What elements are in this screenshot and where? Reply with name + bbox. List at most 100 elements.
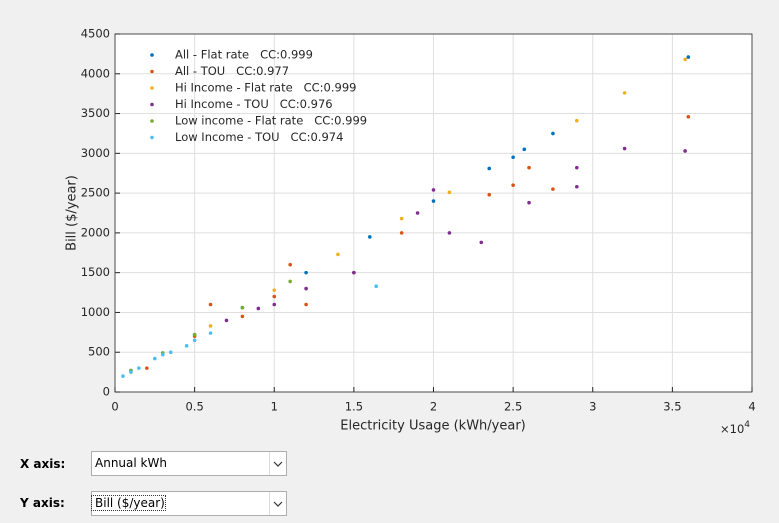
data-point <box>168 350 173 355</box>
data-point <box>208 302 213 307</box>
legend-marker <box>150 119 154 123</box>
data-point <box>575 184 579 189</box>
y-tick-label: 3500 <box>81 106 110 120</box>
data-point <box>304 270 308 275</box>
data-point <box>272 294 277 299</box>
data-point <box>415 211 420 215</box>
data-point <box>160 352 165 357</box>
x-tick-label: 3 <box>589 400 596 414</box>
y-tick-label: 0 <box>103 385 110 399</box>
data-point <box>288 262 292 267</box>
x-tick-label: 1 <box>271 400 278 414</box>
chevron <box>269 492 283 515</box>
x-tick-label: 3.5 <box>663 400 681 414</box>
legend-marker <box>150 53 154 57</box>
data-point <box>511 183 515 187</box>
data-point <box>683 149 687 153</box>
dropdown[interactable]: Bill ($/year) <box>91 491 287 516</box>
data-point <box>137 366 141 370</box>
data-point <box>522 147 527 152</box>
data-point <box>304 302 308 307</box>
legend-label: Low Income - TOU CC:0.974 <box>175 130 343 144</box>
y-tick-label: 2000 <box>81 225 110 239</box>
data-point <box>622 91 627 95</box>
data-point <box>527 200 531 205</box>
data-point <box>288 279 292 284</box>
y-tick-label: 4500 <box>81 27 110 41</box>
data-point <box>240 314 245 319</box>
chevron <box>269 452 283 475</box>
y-tick-label: 500 <box>88 345 110 359</box>
data-point <box>575 118 579 123</box>
data-point <box>129 370 133 374</box>
control-label: X axis: <box>20 457 66 471</box>
data-point <box>224 318 229 323</box>
x-axis-label: Electricity Usage (kWh/year) <box>340 419 526 434</box>
data-point <box>551 131 555 136</box>
y-tick-label: 3000 <box>81 146 110 160</box>
dropdown-value: Annual kWh <box>95 456 167 470</box>
x-tick-label: 4 <box>748 400 755 414</box>
data-point <box>447 190 452 195</box>
x-multiplier: ×104 <box>720 420 750 436</box>
data-point <box>352 270 356 275</box>
data-point <box>336 252 340 257</box>
data-point <box>153 356 157 361</box>
x-tick-label: 2 <box>430 400 437 414</box>
data-point <box>487 192 492 197</box>
legend-marker <box>150 135 154 140</box>
data-point <box>208 331 213 335</box>
legend-label: All - TOU CC:0.977 <box>175 64 289 78</box>
legend-label: All - Flat rate CC:0.999 <box>175 48 313 62</box>
data-point <box>686 114 691 119</box>
data-point <box>527 165 531 170</box>
data-point <box>374 284 378 288</box>
data-point <box>431 188 436 192</box>
chart: Electricity Usage (kWh/year) Bill ($/yea… <box>65 27 756 436</box>
data-point <box>511 155 515 160</box>
data-point <box>240 305 245 310</box>
data-point <box>208 324 213 328</box>
axes-box <box>114 33 753 393</box>
legend-marker <box>150 102 154 107</box>
data-point <box>272 288 277 292</box>
x-tick-label: 2.5 <box>504 400 522 414</box>
data-point <box>683 57 687 62</box>
data-point <box>575 165 579 170</box>
x-tick-label: 1.5 <box>345 400 363 414</box>
legend-label: Low income - Flat rate CC:0.999 <box>175 114 367 128</box>
y-tick-label: 1500 <box>81 265 110 279</box>
data-point <box>399 231 404 235</box>
data-point <box>551 187 555 191</box>
x-multiplier-exponent: 4 <box>744 420 750 430</box>
legend-label: Hi Income - Flat rate CC:0.999 <box>175 81 356 95</box>
x-tick-label: 0 <box>111 400 118 414</box>
legend-marker <box>150 69 154 74</box>
control-label: Y axis: <box>20 496 65 510</box>
data-point <box>145 366 149 370</box>
data-point <box>686 55 691 59</box>
legend-label: Hi Income - TOU CC:0.976 <box>175 97 333 111</box>
dropdown-value: Bill ($/year) <box>91 495 166 511</box>
data-point <box>487 166 492 171</box>
data-point <box>622 146 627 151</box>
legend-marker <box>150 86 154 90</box>
data-point <box>184 344 189 348</box>
data-point <box>368 235 372 239</box>
y-tick-label: 1000 <box>81 305 110 319</box>
y-axis-label: Bill ($/year) <box>65 175 80 251</box>
y-tick-label: 2500 <box>81 186 110 200</box>
data-point <box>192 338 197 343</box>
data-point <box>192 332 197 337</box>
data-point <box>256 306 261 311</box>
data-point <box>121 374 125 378</box>
data-point <box>399 216 404 221</box>
data-point <box>447 231 452 235</box>
y-tick-label: 4000 <box>81 66 110 80</box>
x-multiplier-base: ×10 <box>720 422 744 436</box>
data-point <box>431 199 436 203</box>
data-point <box>479 240 484 245</box>
dropdown[interactable]: Annual kWh <box>91 451 287 476</box>
data-point <box>272 302 277 307</box>
